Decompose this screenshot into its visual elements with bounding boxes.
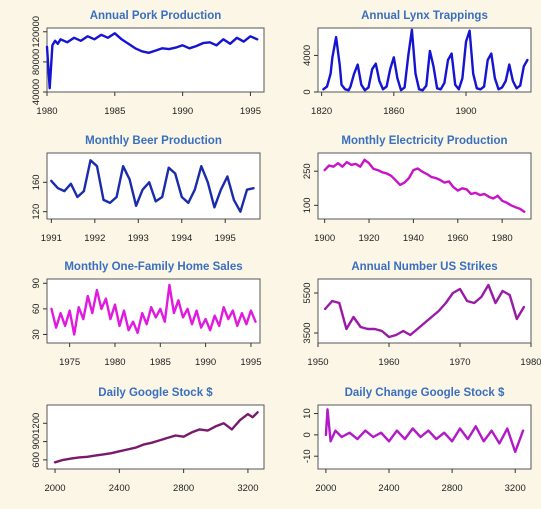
chart-4-xtick-label: 1960 bbox=[447, 233, 468, 244]
chart-3-xtick-label: 1994 bbox=[171, 233, 192, 244]
chart-1-xtick-label: 1980 bbox=[36, 106, 57, 117]
chart-1-xtick-label: 1995 bbox=[240, 106, 261, 117]
chart-7-xtick-label: 2000 bbox=[44, 483, 65, 494]
chart-6-xtick-label: 1950 bbox=[307, 357, 328, 368]
chart-4-xtick-label: 1980 bbox=[492, 233, 513, 244]
chart-6-panel: Annual Number US Strikes 1950 1960 1970 1980… bbox=[302, 261, 541, 368]
chart-7-ytick-label: 900 bbox=[31, 434, 42, 450]
chart-8-ytick-label: -10 bbox=[302, 449, 313, 463]
chart-5-xtick-label: 1975 bbox=[59, 357, 80, 368]
chart-5-xtick-label: 1980 bbox=[104, 357, 125, 368]
chart-3-ytick-label: 120 bbox=[31, 204, 42, 220]
chart-5-xtick-label: 1990 bbox=[195, 357, 216, 368]
chart-8-xtick-label: 2000 bbox=[315, 483, 336, 494]
chart-7-xtick-label: 2800 bbox=[173, 483, 194, 494]
chart-1-plot-area bbox=[46, 27, 265, 93]
chart-2-ytick-label: 0 bbox=[302, 89, 313, 94]
chart-5-panel: Monthly One-Family Home Sales 1975 1980 198… bbox=[31, 261, 262, 368]
chart-6-ytick-label: 3500 bbox=[302, 322, 313, 343]
chart-3-title: Monthly Beer Production bbox=[85, 135, 222, 147]
chart-1-series-line bbox=[45, 32, 259, 90]
chart-8-xtick-label: 3200 bbox=[505, 483, 526, 494]
chart-7-xtick-label: 3200 bbox=[237, 483, 258, 494]
chart-6-xtick-label: 1980 bbox=[520, 357, 541, 368]
chart-7-title: Daily Google Stock $ bbox=[98, 387, 213, 399]
chart-4-title: Monthly Electricity Production bbox=[341, 135, 507, 147]
chart-2-xtick-label: 1820 bbox=[311, 106, 332, 117]
chart-2-plot-area bbox=[317, 27, 532, 93]
chart-7-xtick-label: 2400 bbox=[109, 483, 130, 494]
chart-7-ytick-label: 1200 bbox=[31, 413, 42, 434]
chart-5-ytick-label: 60 bbox=[31, 304, 42, 315]
chart-5-title: Monthly One-Family Home Sales bbox=[64, 261, 242, 273]
chart-4-ytick-label: 250 bbox=[302, 163, 313, 179]
chart-8-plot-area bbox=[317, 404, 532, 470]
chart-1-ytick-label: 80000 bbox=[31, 49, 42, 75]
chart-1-ytick-label: 40000 bbox=[31, 79, 42, 105]
chart-6-plot-area bbox=[317, 278, 532, 344]
chart-5-ytick-label: 30 bbox=[31, 329, 42, 340]
chart-4-plot-area bbox=[317, 152, 532, 220]
chart-3-xtick-label: 1993 bbox=[128, 233, 149, 244]
chart-6-xtick-label: 1970 bbox=[449, 357, 470, 368]
chart-3-plot-area bbox=[46, 152, 261, 220]
chart-6-xtick-label: 1960 bbox=[378, 357, 399, 368]
chart-3-panel: Monthly Beer Production 1991 1992 1993 1994 1… bbox=[31, 135, 261, 244]
chart-2-xtick-label: 1860 bbox=[383, 106, 404, 117]
chart-7-panel: Daily Google Stock $ 2000 2400 2800 3200 600 9… bbox=[31, 387, 265, 494]
chart-8-ytick-label: 10 bbox=[302, 408, 313, 419]
chart-3-xtick-label: 1992 bbox=[84, 233, 105, 244]
chart-6-ytick-label: 5500 bbox=[302, 282, 313, 303]
chart-1-xtick-label: 1985 bbox=[104, 106, 125, 117]
chart-6-series-line bbox=[323, 283, 526, 339]
chart-7-series-line bbox=[53, 411, 259, 464]
chart-5-xtick-label: 1985 bbox=[150, 357, 171, 368]
chart-8-xtick-label: 2800 bbox=[442, 483, 463, 494]
chart-4-xtick-label: 1900 bbox=[314, 233, 335, 244]
chart-2-xtick-label: 1900 bbox=[455, 106, 476, 117]
chart-8-title: Daily Change Google Stock $ bbox=[345, 387, 505, 399]
chart-4-ytick-label: 100 bbox=[302, 197, 313, 213]
chart-2-ytick-label: 4000 bbox=[302, 45, 313, 66]
chart-1-xtick-label: 1990 bbox=[172, 106, 193, 117]
chart-4-panel: Monthly Electricity Production 1900 1920 19… bbox=[302, 135, 532, 244]
chart-3-ytick-label: 160 bbox=[31, 174, 42, 190]
chart-2-panel: Annual Lynx Trappings 1820 1860 1900 0 4000 bbox=[302, 10, 532, 117]
chart-4-series-line bbox=[323, 158, 526, 213]
chart-1-title: Annual Pork Production bbox=[90, 10, 222, 22]
chart-2-series-line bbox=[322, 28, 529, 92]
chart-6-title: Annual Number US Strikes bbox=[351, 261, 497, 273]
chart-1-ytick-label: 120000 bbox=[31, 16, 42, 48]
chart-4-xtick-label: 1940 bbox=[403, 233, 424, 244]
chart-4-xtick-label: 1920 bbox=[358, 233, 379, 244]
chart-8-xtick-label: 2400 bbox=[378, 483, 399, 494]
chart-8-ytick-label: 0 bbox=[302, 432, 313, 437]
chart-1-panel: Annual Pork Production 1980 1985 1990 1995 40… bbox=[31, 10, 265, 117]
chart-7-plot-area bbox=[46, 404, 265, 470]
chart-3-xtick-label: 1991 bbox=[41, 233, 62, 244]
chart-8-series-line bbox=[324, 408, 525, 454]
chart-2-title: Annual Lynx Trappings bbox=[361, 10, 488, 22]
chart-3-series-line bbox=[50, 159, 255, 213]
chart-7-ytick-label: 600 bbox=[31, 452, 42, 468]
chart-5-series-line bbox=[50, 283, 257, 336]
chart-5-xtick-label: 1995 bbox=[240, 357, 261, 368]
chart-5-ytick-label: 90 bbox=[31, 278, 42, 289]
chart-3-xtick-label: 1995 bbox=[215, 233, 236, 244]
chart-8-panel: Daily Change Google Stock $ 2000 2400 2800 3… bbox=[302, 387, 532, 494]
